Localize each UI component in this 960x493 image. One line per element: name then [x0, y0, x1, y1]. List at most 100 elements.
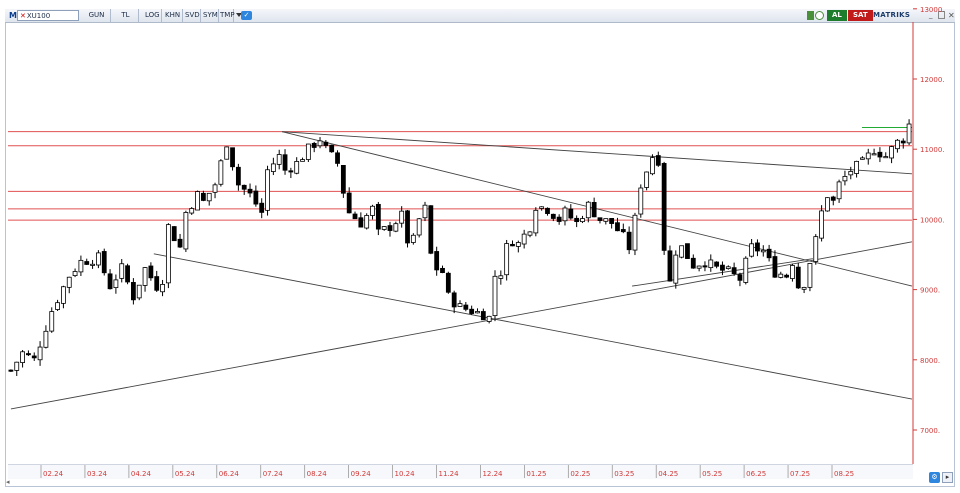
x-tick-label: 01.25	[526, 470, 546, 478]
candle-body	[96, 252, 101, 266]
template-button[interactable]: TMP	[218, 9, 235, 22]
symbol-input[interactable]: ✕XU100	[17, 10, 79, 21]
x-tick-label: 02.24	[43, 470, 64, 478]
svd-button[interactable]: SVD	[183, 9, 201, 22]
candle-body	[422, 204, 428, 219]
drawn-lines-layer	[8, 126, 913, 410]
x-axis-band	[8, 464, 913, 479]
candle-body	[66, 276, 72, 288]
candle-body	[760, 249, 766, 253]
minimize-icon[interactable]: _	[929, 11, 933, 19]
candle-body	[819, 210, 824, 239]
candle-body	[107, 273, 113, 290]
candle-body	[340, 165, 346, 194]
buy-button[interactable]: AL	[827, 10, 847, 21]
x-tick-label: 12.24	[482, 470, 503, 478]
menu-button[interactable]: M	[9, 11, 17, 20]
y-tick-label: 11000.	[920, 146, 945, 154]
y-axis: 13000. 12000. 11000. 10000. 9000. 8000. 7000.	[913, 6, 945, 435]
candle-body	[585, 201, 591, 219]
chart-toolbar: M ✕XU100 GUN TL LOG KHN SVD SYM TMP ✓ AL…	[5, 9, 955, 23]
candle-body	[655, 155, 661, 166]
sell-button[interactable]: SAT	[848, 10, 873, 21]
trend-line	[282, 131, 913, 287]
candle-body	[253, 190, 259, 205]
candle-body	[405, 210, 410, 244]
x-tick-label: 07.25	[790, 470, 810, 478]
candle-body	[871, 153, 877, 156]
candle-body	[457, 303, 463, 307]
khn-button[interactable]: KHN	[163, 9, 183, 22]
candle-body	[690, 257, 696, 269]
template-dropdown-icon[interactable]	[234, 9, 244, 22]
navigate-icon[interactable]: ▸	[942, 472, 953, 483]
candle-body	[900, 140, 906, 144]
candle-body	[860, 157, 865, 160]
candle-body	[189, 208, 195, 214]
x-tick-label: 02.25	[570, 470, 590, 478]
candle-body	[492, 275, 498, 317]
candle-body	[620, 229, 626, 233]
candle-body	[148, 265, 154, 279]
candle-body	[230, 147, 235, 168]
candle-body	[790, 265, 795, 279]
candle-body	[801, 287, 807, 290]
candle-body	[533, 209, 539, 234]
y-tick-label: 10000.	[920, 216, 945, 224]
currency-button[interactable]: TL	[113, 9, 139, 22]
candle-body	[708, 259, 714, 269]
candle-body	[568, 208, 574, 219]
candle-body	[515, 242, 521, 247]
candle-body	[270, 163, 276, 172]
candle-body	[265, 169, 270, 211]
maximize-icon[interactable]	[938, 11, 945, 19]
y-tick-label: 9000.	[920, 287, 940, 295]
candle-body	[854, 160, 859, 174]
candle-body	[685, 243, 690, 259]
candle-body	[731, 267, 737, 275]
candle-body	[84, 261, 90, 265]
candle-body	[737, 274, 743, 281]
candle-body	[358, 217, 364, 228]
candle-body	[830, 196, 836, 201]
candle-body	[848, 171, 854, 176]
candle-body	[498, 275, 504, 279]
candle-body	[510, 243, 515, 247]
close-icon[interactable]: ✕	[948, 11, 955, 20]
chart-settings-icon[interactable]: ⚙	[929, 472, 940, 483]
candle-body	[171, 226, 177, 242]
clear-icon[interactable]: ✕	[20, 12, 26, 20]
x-tick-label: 04.24	[131, 470, 152, 478]
connection-indicator-icon	[807, 11, 814, 20]
candle-body	[20, 351, 25, 363]
candle-body	[580, 218, 585, 223]
log-button[interactable]: LOG	[143, 9, 162, 22]
candle-body	[644, 171, 650, 188]
candle-body	[165, 224, 171, 284]
candle-body	[451, 292, 457, 308]
sym-button[interactable]: SYM	[201, 9, 219, 22]
candle-body	[43, 330, 49, 348]
trend-line	[153, 253, 913, 400]
candle-body	[504, 243, 510, 276]
candle-body	[136, 284, 142, 299]
candle-body	[335, 152, 340, 164]
candle-body	[556, 216, 562, 222]
period-button[interactable]: GUN	[83, 9, 111, 22]
x-tick-label: 10.24	[395, 470, 416, 478]
candle-body	[784, 274, 790, 278]
scroll-left-icon[interactable]: ◂	[6, 478, 10, 486]
candle-body	[679, 245, 685, 258]
candle-body	[61, 286, 66, 304]
candle-body	[650, 157, 655, 175]
x-tick-label: 08.24	[307, 470, 328, 478]
chart-window	[5, 9, 955, 487]
candle-body	[416, 218, 422, 236]
candle-body	[521, 233, 527, 245]
candle-body	[113, 279, 119, 289]
candle-body	[486, 315, 492, 322]
candle-body	[212, 184, 218, 193]
candle-body	[550, 213, 556, 219]
check-icon[interactable]: ✓	[241, 11, 252, 20]
